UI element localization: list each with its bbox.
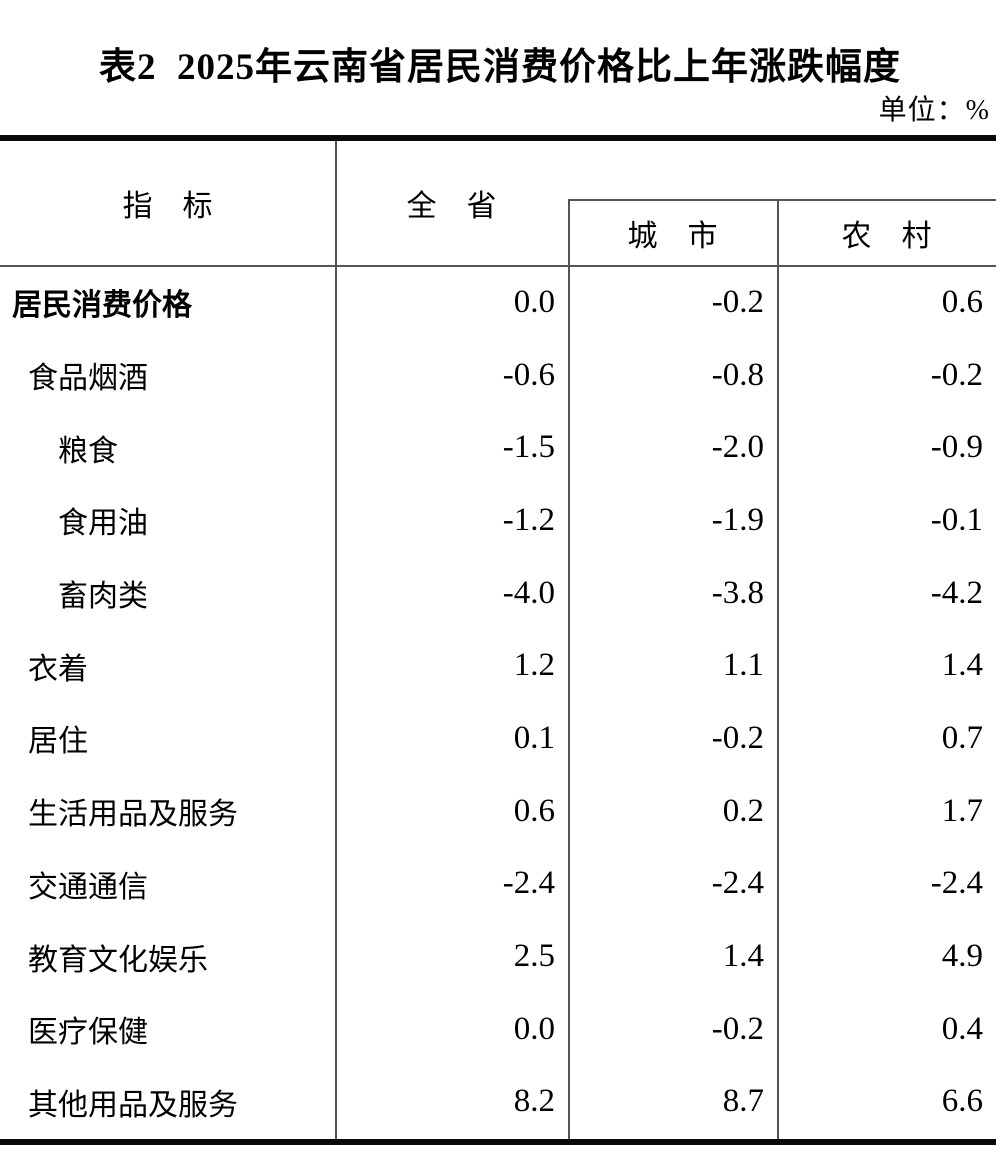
table-title: 表2 2025年云南省居民消费价格比上年涨跌幅度 (99, 47, 901, 88)
value-city: 8.7 (722, 1083, 764, 1120)
table-row: 居民消费价格 0.0 -0.2 0.6 (0, 266, 996, 339)
table-top-border (0, 135, 996, 141)
value-rural: 1.7 (941, 792, 983, 829)
value-rural: -0.9 (930, 429, 983, 466)
table-row: 衣着 1.2 1.1 1.4 (0, 629, 996, 702)
row-label: 衣着 (28, 652, 88, 686)
row-label: 其他用品及服务 (28, 1088, 238, 1122)
table-row: 其他用品及服务 8.2 8.7 6.6 (0, 1066, 996, 1139)
value-city: -0.2 (711, 719, 764, 756)
table-row: 食用油 -1.2 -1.9 -0.1 (0, 484, 996, 557)
value-province: 0.1 (513, 719, 555, 756)
table-bottom-border (0, 1139, 996, 1145)
row-label: 畜肉类 (58, 580, 148, 614)
table-row: 医疗保健 0.0 -0.2 0.4 (0, 993, 996, 1066)
row-label: 生活用品及服务 (28, 798, 238, 832)
value-province: 1.2 (513, 647, 555, 684)
value-city: 1.4 (722, 938, 764, 975)
value-city: -0.2 (711, 1010, 764, 1047)
value-province: -1.2 (502, 501, 555, 538)
column-header-province: 全 省 (406, 190, 497, 223)
value-rural: 0.6 (941, 283, 983, 320)
value-city: -2.4 (711, 865, 764, 902)
value-rural: 0.7 (941, 719, 983, 756)
column-header-city: 城 市 (627, 219, 718, 253)
value-city: -0.2 (711, 283, 764, 320)
value-city: 0.2 (722, 792, 764, 829)
table-row: 粮食 -1.5 -2.0 -0.9 (0, 411, 996, 484)
value-province: 2.5 (513, 938, 555, 975)
row-label: 居民消费价格 (12, 289, 192, 323)
table-row: 交通通信 -2.4 -2.4 -2.4 (0, 848, 996, 921)
row-label: 教育文化娱乐 (28, 943, 208, 977)
value-province: -1.5 (502, 429, 555, 466)
table-row: 畜肉类 -4.0 -3.8 -4.2 (0, 557, 996, 630)
divider-province-city (568, 199, 570, 1139)
value-city: -3.8 (711, 574, 764, 611)
value-rural: -4.2 (930, 574, 983, 611)
table-row: 生活用品及服务 0.6 0.2 1.7 (0, 775, 996, 848)
table-body: 居民消费价格 0.0 -0.2 0.6 食品烟酒 -0.6 -0.8 -0.2 … (0, 266, 996, 1138)
value-province: 0.0 (513, 1010, 555, 1047)
row-label: 食用油 (58, 507, 148, 541)
row-label: 医疗保健 (28, 1016, 148, 1050)
table-row: 食品烟酒 -0.6 -0.8 -0.2 (0, 339, 996, 412)
value-rural: -2.4 (930, 865, 983, 902)
value-rural: 4.9 (941, 938, 983, 975)
row-label: 食品烟酒 (28, 362, 148, 396)
table-row: 居住 0.1 -0.2 0.7 (0, 702, 996, 775)
value-rural: -0.2 (930, 356, 983, 393)
table-row: 教育文化娱乐 2.5 1.4 4.9 (0, 920, 996, 993)
value-city: 1.1 (722, 647, 764, 684)
row-label: 交通通信 (28, 870, 148, 904)
value-city: -1.9 (711, 501, 764, 538)
subheader-top-border (568, 199, 996, 201)
value-city: -2.0 (711, 429, 764, 466)
value-city: -0.8 (711, 356, 764, 393)
value-province: -4.0 (502, 574, 555, 611)
column-header-rural: 农 村 (841, 219, 932, 253)
value-province: 0.6 (513, 792, 555, 829)
row-label: 居住 (28, 725, 88, 759)
divider-city-rural (777, 199, 779, 1139)
value-rural: 6.6 (941, 1083, 983, 1120)
value-province: -0.6 (502, 356, 555, 393)
header-bottom-border (0, 265, 996, 267)
value-rural: -0.1 (930, 501, 983, 538)
value-province: 8.2 (513, 1083, 555, 1120)
value-rural: 1.4 (941, 647, 983, 684)
column-header-indicator: 指 标 (122, 190, 213, 223)
divider-indicator-province (335, 141, 337, 1139)
value-province: -2.4 (502, 865, 555, 902)
value-rural: 0.4 (941, 1010, 983, 1047)
value-province: 0.0 (513, 283, 555, 320)
row-label: 粮食 (58, 434, 118, 468)
unit-label: 单位：% (878, 95, 990, 126)
